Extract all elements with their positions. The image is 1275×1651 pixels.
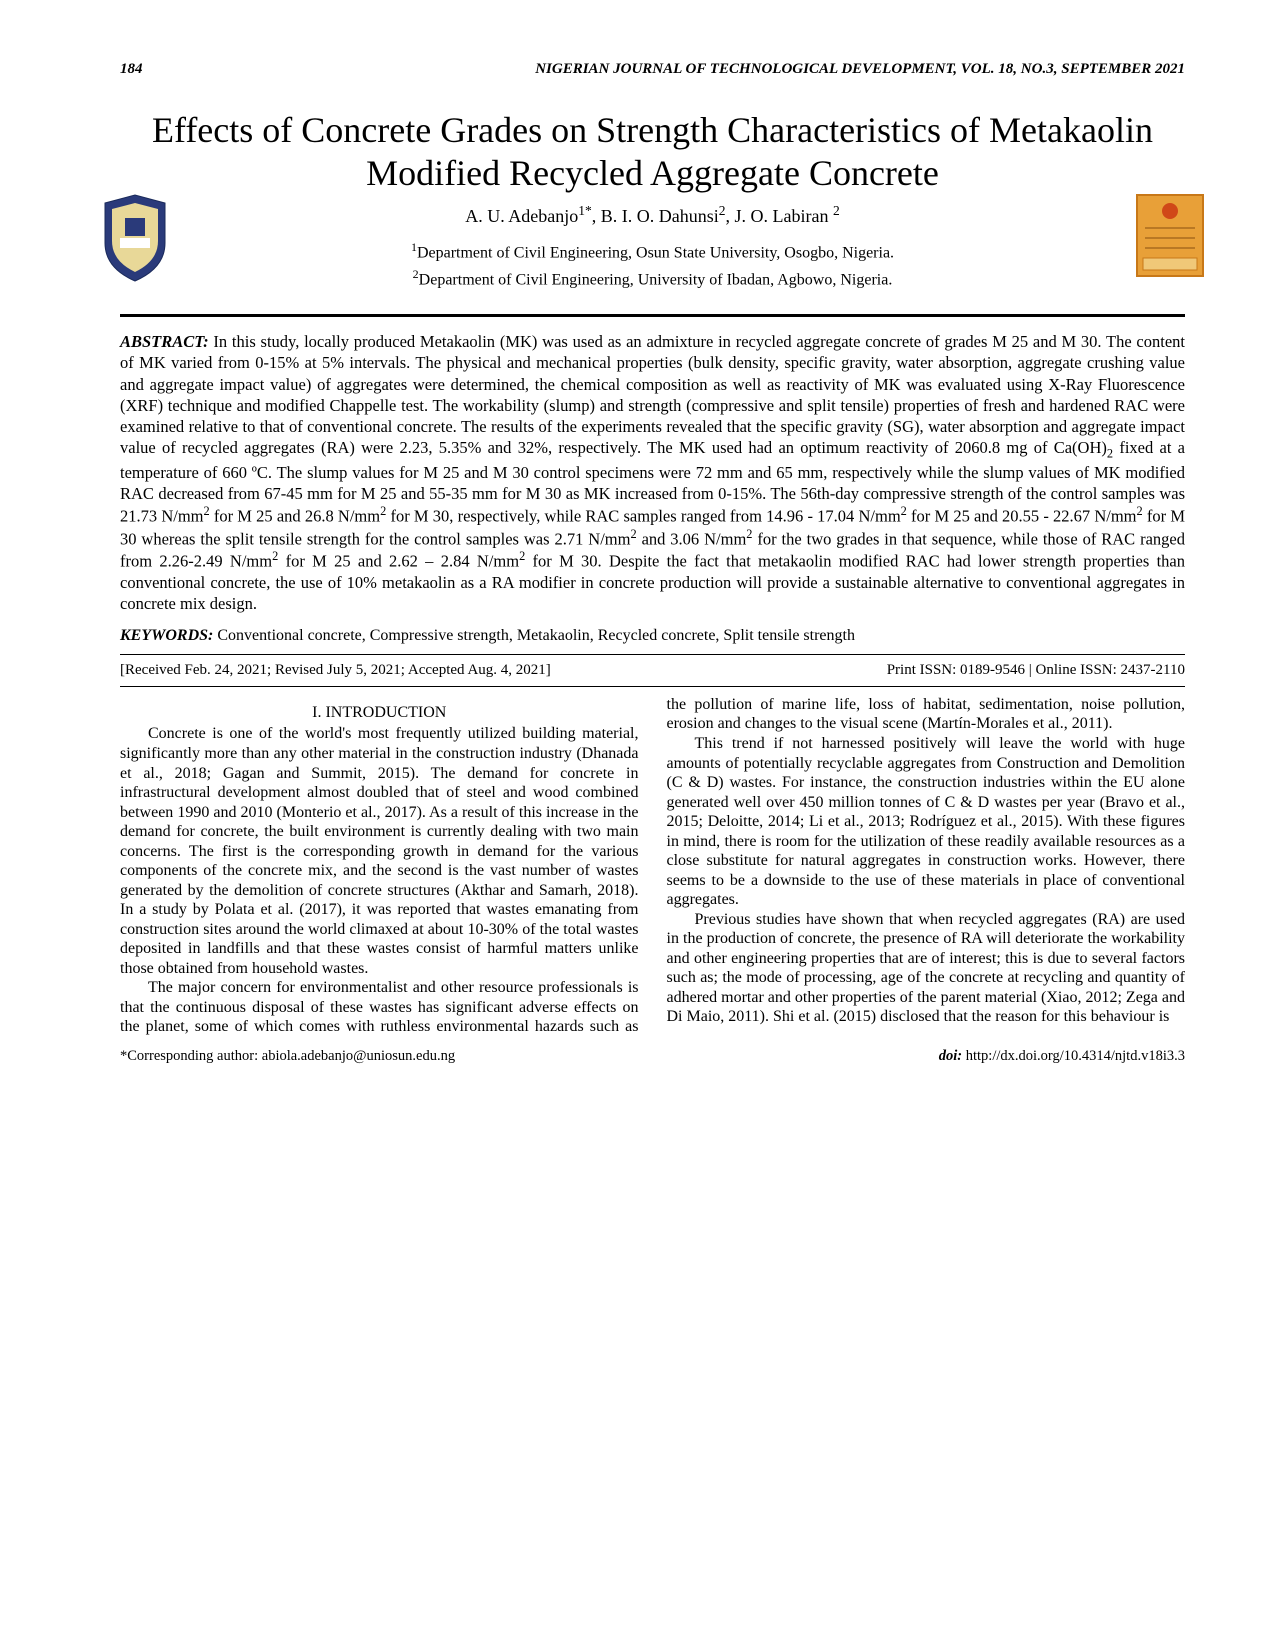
university-shield-icon <box>100 193 170 283</box>
keywords-label: KEYWORDS: <box>120 627 213 644</box>
issn-info: Print ISSN: 0189-9546 | Online ISSN: 243… <box>887 661 1185 680</box>
journal-stamp-icon <box>1135 193 1205 278</box>
doi: doi: http://dx.doi.org/10.4314/njtd.v18i… <box>939 1047 1185 1065</box>
divider-thin-top <box>120 654 1185 655</box>
running-header: 184 NIGERIAN JOURNAL OF TECHNOLOGICAL DE… <box>120 60 1185 79</box>
article-dates: [Received Feb. 24, 2021; Revised July 5,… <box>120 661 551 680</box>
authors-line: A. U. Adebanjo1*, B. I. O. Dahunsi2, J. … <box>411 203 894 228</box>
article-title: Effects of Concrete Grades on Strength C… <box>120 109 1185 195</box>
divider-thick <box>120 314 1185 317</box>
divider-thin-bottom <box>120 686 1185 687</box>
body-paragraph: Concrete is one of the world's most freq… <box>120 724 639 978</box>
affiliations: 1Department of Civil Engineering, Osun S… <box>411 240 894 291</box>
body-columns: I. INTRODUCTION Concrete is one of the w… <box>120 695 1185 1037</box>
section-heading-intro: I. INTRODUCTION <box>120 703 639 723</box>
journal-title: NIGERIAN JOURNAL OF TECHNOLOGICAL DEVELO… <box>535 60 1185 79</box>
affiliation-2: 2Department of Civil Engineering, Univer… <box>411 267 894 290</box>
body-paragraph: This trend if not harnessed positively w… <box>667 734 1186 910</box>
article-meta: [Received Feb. 24, 2021; Revised July 5,… <box>120 661 1185 680</box>
corresponding-author: *Corresponding author: abiola.adebanjo@u… <box>120 1047 455 1065</box>
page-number: 184 <box>120 60 143 79</box>
page-footer: *Corresponding author: abiola.adebanjo@u… <box>120 1047 1185 1065</box>
keywords: KEYWORDS: Conventional concrete, Compres… <box>120 626 1185 646</box>
authors-block: A. U. Adebanjo1*, B. I. O. Dahunsi2, J. … <box>120 203 1185 304</box>
abstract: ABSTRACT: In this study, locally produce… <box>120 331 1185 614</box>
affiliation-1: 1Department of Civil Engineering, Osun S… <box>411 240 894 263</box>
abstract-label: ABSTRACT: <box>120 332 209 351</box>
body-paragraph: Previous studies have shown that when re… <box>667 910 1186 1027</box>
